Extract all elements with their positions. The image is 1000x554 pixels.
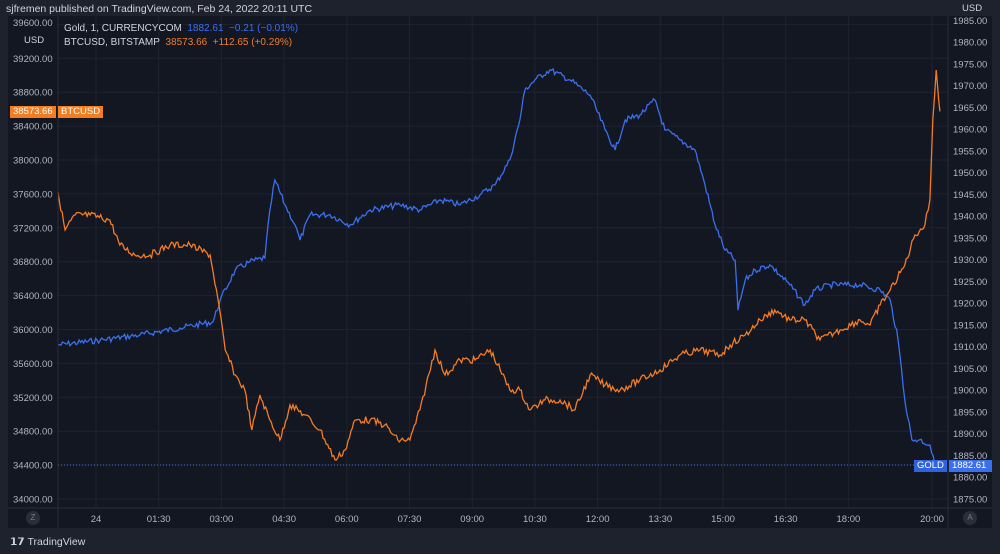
time-tick-label: 10:30 [523, 514, 547, 525]
left-tick-label: 37600.00 [13, 189, 53, 200]
left-tick-label: 39600.00 [13, 18, 53, 29]
right-tick-label: 1890.00 [953, 429, 987, 440]
time-tick-label: 16:30 [774, 514, 798, 525]
btc-series-line [57, 69, 941, 461]
left-tick-label: 35600.00 [13, 359, 53, 370]
left-tick-label: 35200.00 [13, 393, 53, 404]
left-tick-label: 38000.00 [13, 156, 53, 167]
publish-header: sjfremen published on TradingView.com, F… [6, 3, 313, 15]
time-tick-label: 06:00 [335, 514, 359, 525]
left-tick-label: 34000.00 [13, 495, 53, 506]
left-tick-label: 36800.00 [13, 257, 53, 268]
right-tick-label: 1905.00 [953, 364, 987, 375]
legend: Gold, 1, CURRENCYCOM 1882.61 −0.21 (−0.0… [64, 22, 298, 50]
left-tick-label: 37200.00 [13, 223, 53, 234]
btc-symbol-tag: BTCUSD [58, 106, 104, 118]
right-tick-label: 1925.00 [953, 277, 987, 288]
left-tick-label: 34400.00 [13, 461, 53, 472]
gold-symbol-tag: GOLD [914, 460, 947, 472]
right-tick-label: 1915.00 [953, 320, 987, 331]
right-tick-label: 1980.00 [953, 38, 987, 49]
right-tick-label: 1975.00 [953, 59, 987, 70]
right-tick-label: 1935.00 [953, 233, 987, 244]
time-axis: 24 01:30 03:00 04:30 06:00 07:30 09:00 10:30 12:… [91, 514, 944, 525]
grid [58, 16, 948, 508]
gold-price-tag: 1882.61 [949, 460, 992, 472]
legend-btc[interactable]: BTCUSD, BITSTAMP 38573.66 +112.65 (+0.29… [64, 37, 293, 48]
right-tick-label: 1910.00 [953, 342, 987, 353]
time-tick-label: 13:30 [648, 514, 672, 525]
zoom-reset-button[interactable]: Z [26, 511, 40, 525]
right-tick-label: 1920.00 [953, 299, 987, 310]
right-tick-label: 1895.00 [953, 407, 987, 418]
time-tick-label: 15:00 [711, 514, 735, 525]
left-price-axis: 39600.00 39200.00 38800.00 38400.00 38000.00… [13, 18, 53, 506]
time-tick-label: 01:30 [147, 514, 171, 525]
time-tick-label: 03:00 [210, 514, 234, 525]
auto-scale-button[interactable]: A [963, 511, 977, 525]
time-tick-label: 04:30 [272, 514, 296, 525]
btc-price-tag: 38573.66 [10, 106, 56, 118]
chart-panel[interactable] [8, 16, 992, 528]
left-tick-label: 38400.00 [13, 122, 53, 133]
left-tick-label: 36000.00 [13, 325, 53, 336]
right-tick-label: 1970.00 [953, 81, 987, 92]
right-tick-label: 1940.00 [953, 212, 987, 223]
time-tick-label: 20:00 [920, 514, 944, 525]
right-tick-label: 1880.00 [953, 473, 987, 484]
right-tick-label: 1960.00 [953, 125, 987, 136]
right-tick-label: 1875.00 [953, 495, 987, 506]
tradingview-logo[interactable]: 𝟭𝟳 TradingView [10, 536, 86, 548]
time-tick-label: 12:00 [586, 514, 610, 525]
right-tick-label: 1965.00 [953, 103, 987, 114]
time-tick-label: 09:00 [460, 514, 484, 525]
logo-icon: 𝟭𝟳 [10, 536, 28, 548]
gold-series-line [57, 67, 936, 467]
right-tick-label: 1885.00 [953, 451, 987, 462]
time-tick-label: 24 [91, 514, 102, 525]
right-tick-label: 1945.00 [953, 190, 987, 201]
legend-gold[interactable]: Gold, 1, CURRENCYCOM 1882.61 −0.21 (−0.0… [64, 23, 299, 34]
time-tick-label: 07:30 [398, 514, 422, 525]
right-tick-label: 1930.00 [953, 255, 987, 266]
left-tick-label: 34800.00 [13, 427, 53, 438]
right-tick-label: 1955.00 [953, 146, 987, 157]
time-tick-label: 18:00 [837, 514, 861, 525]
left-currency-label: USD [24, 35, 45, 46]
right-price-axis: 1985.00 1980.00 1975.00 1970.00 1965.00 1960.… [953, 16, 987, 506]
left-tick-label: 39200.00 [13, 54, 53, 65]
left-tick-label: 36400.00 [13, 291, 53, 302]
right-tick-label: 1985.00 [953, 16, 987, 27]
right-tick-label: 1900.00 [953, 386, 987, 397]
left-tick-label: 38800.00 [13, 88, 53, 99]
right-currency-label: USD [962, 3, 983, 14]
right-tick-label: 1950.00 [953, 168, 987, 179]
